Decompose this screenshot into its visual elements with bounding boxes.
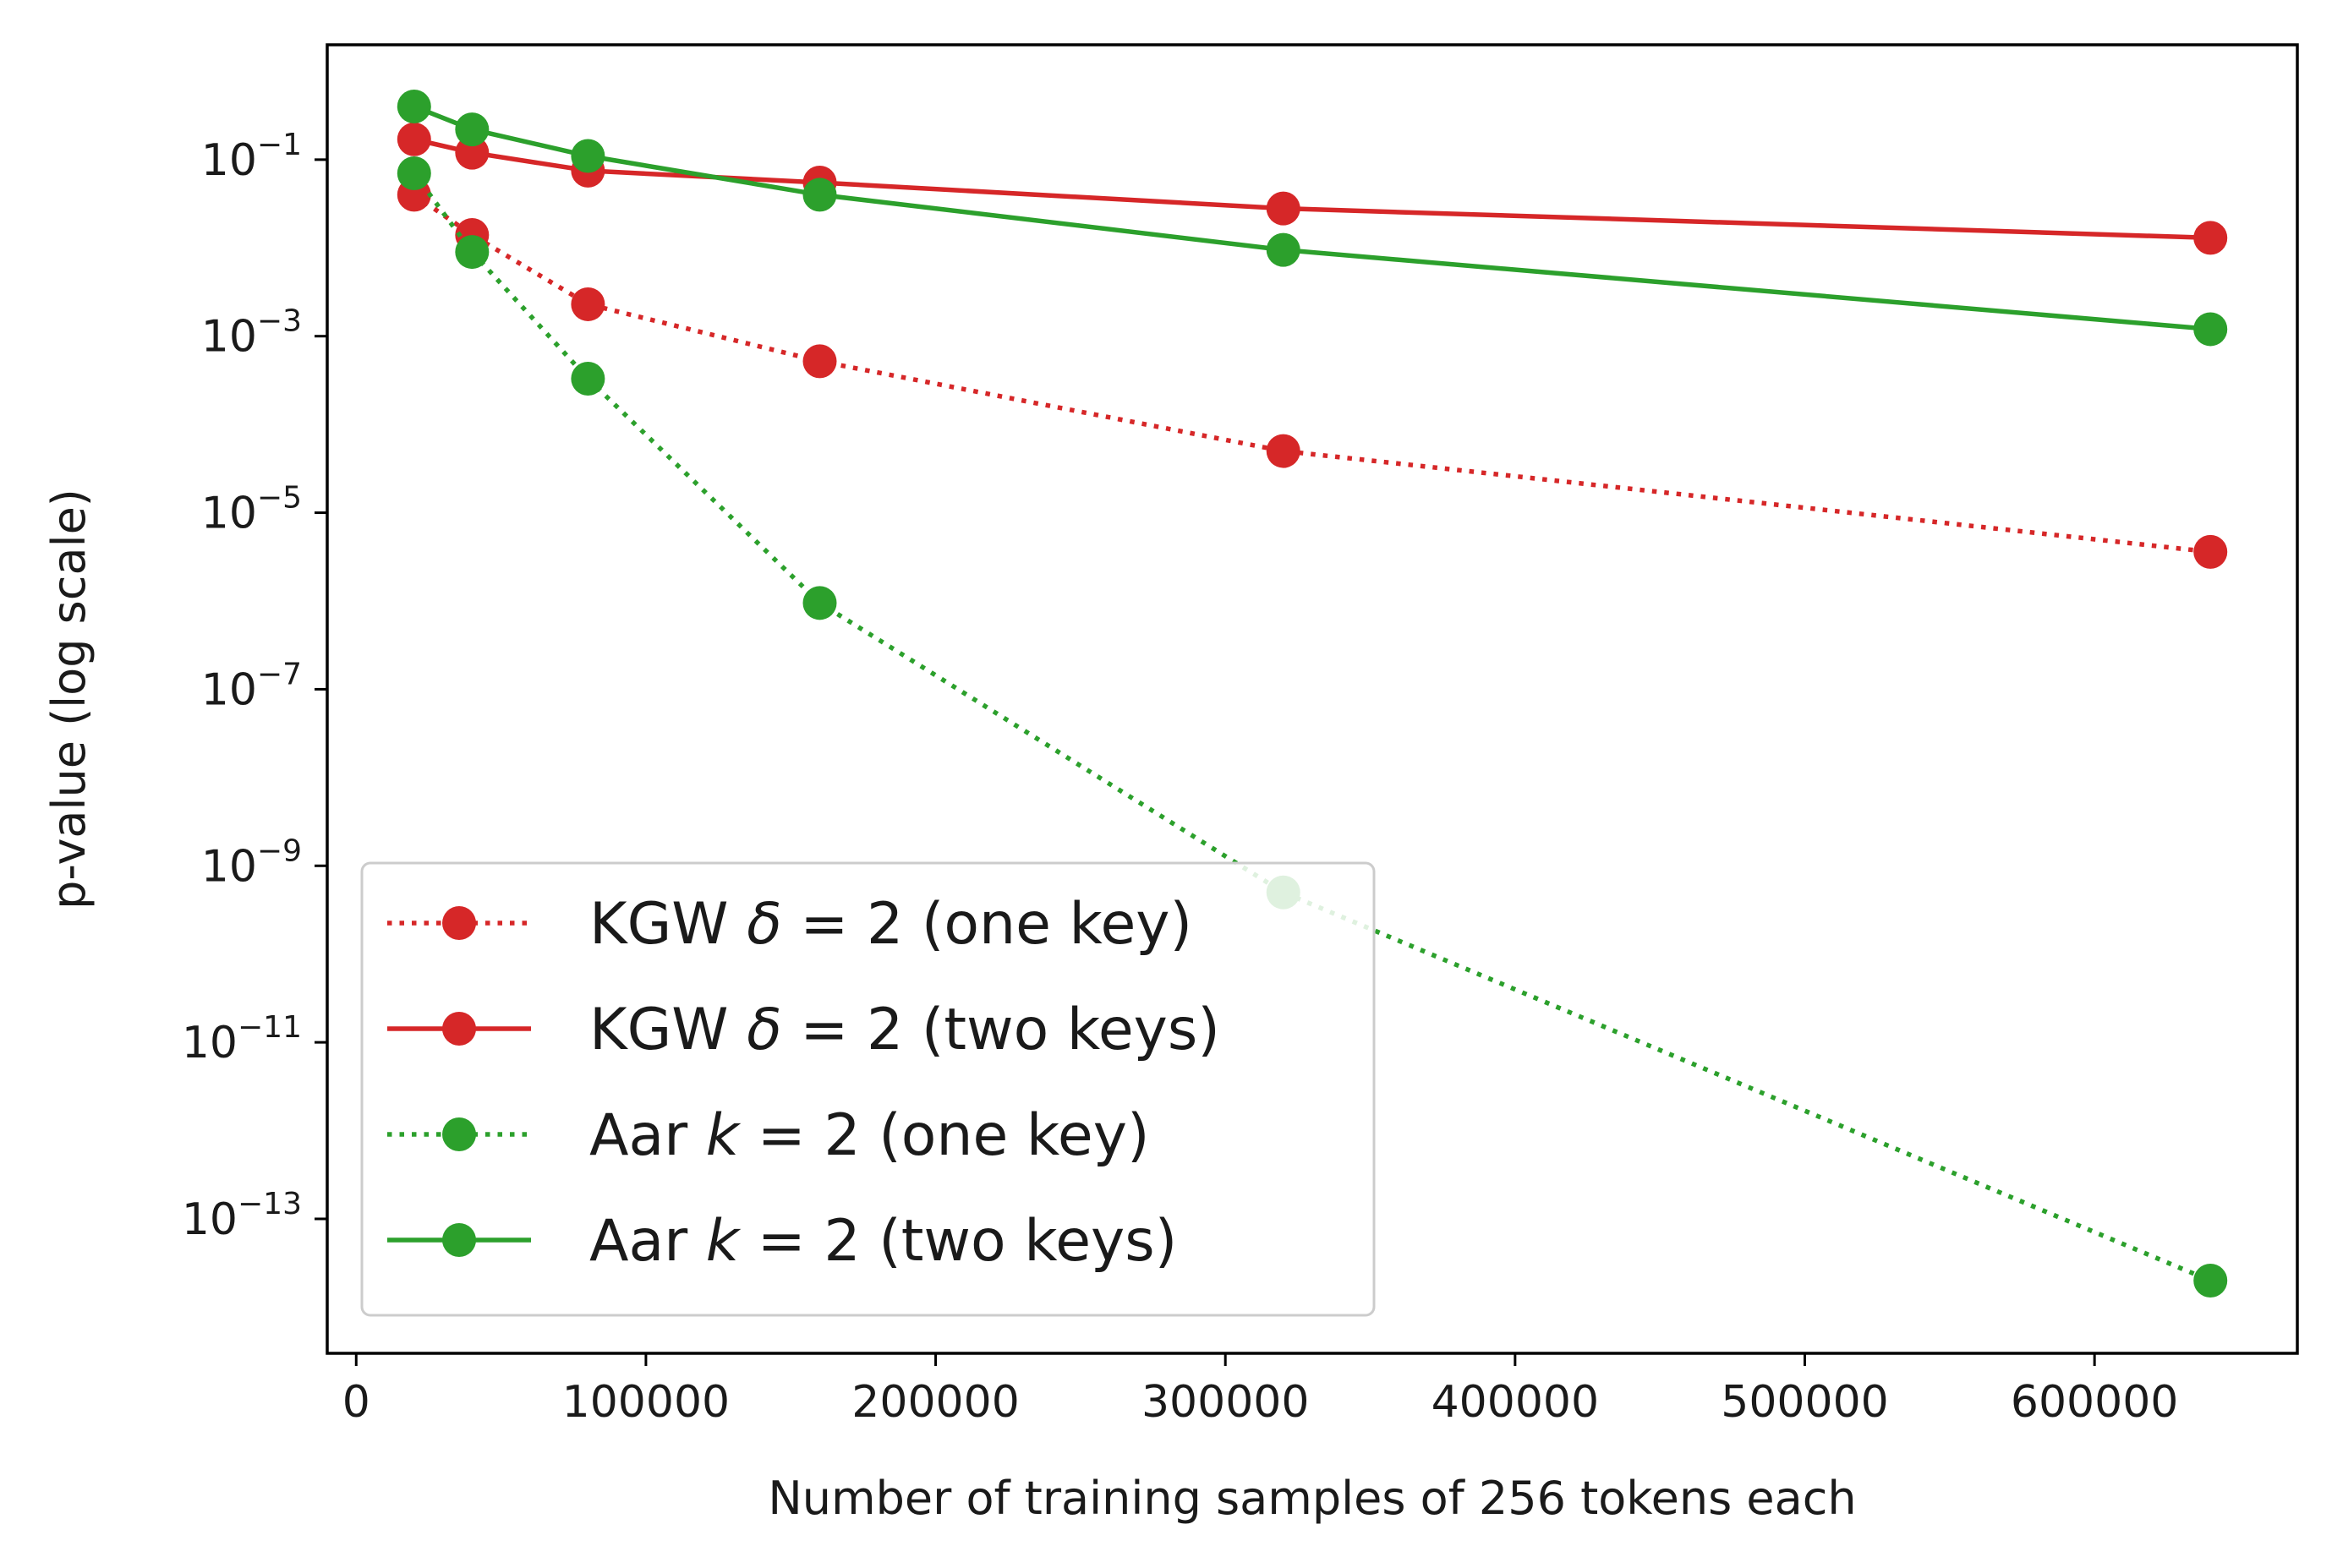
- data-point: [2193, 534, 2228, 569]
- y-tick-label: 10−7: [201, 657, 302, 715]
- x-tick-label: 500000: [1721, 1377, 1889, 1428]
- legend-marker: [442, 1223, 476, 1257]
- data-point: [397, 122, 431, 156]
- legend-box: [360, 861, 1376, 1317]
- data-point: [455, 112, 490, 147]
- data-point: [2193, 1263, 2228, 1298]
- data-point: [2193, 221, 2228, 255]
- x-axis-label: Number of training samples of 256 tokens…: [768, 1472, 1856, 1525]
- legend-marker: [442, 1117, 476, 1151]
- legend-entry: Aar k = 2 (one key): [387, 1102, 1150, 1169]
- x-tick-label: 0: [342, 1377, 370, 1428]
- y-tick-label: 10−3: [201, 304, 302, 363]
- y-tick-label: 10−13: [182, 1187, 302, 1245]
- x-tick-label: 200000: [851, 1377, 1020, 1428]
- data-point: [1266, 434, 1300, 468]
- legend-entry: KGW δ = 2 (two keys): [387, 997, 1220, 1063]
- data-point: [1266, 232, 1300, 267]
- data-point: [397, 156, 431, 191]
- series-1: [397, 178, 2228, 569]
- x-tick-label: 300000: [1141, 1377, 1310, 1428]
- series-line: [412, 172, 2212, 1283]
- x-axis: 0 100000 200000 300000 400000 500000 600000: [342, 1353, 2179, 1428]
- legend-label: Aar k = 2 (one key): [589, 1102, 1150, 1169]
- data-point: [802, 178, 837, 212]
- series-4: [397, 89, 2228, 347]
- data-point: [1266, 191, 1300, 226]
- legend-marker: [442, 1012, 476, 1046]
- legend-label: KGW δ = 2 (two keys): [589, 997, 1220, 1063]
- y-axis-label: p-value (log scale): [42, 489, 96, 910]
- y-tick-label: 10−9: [201, 833, 302, 892]
- data-point: [802, 586, 837, 620]
- x-tick-label: 600000: [2011, 1377, 2179, 1428]
- x-tick-label: 400000: [1431, 1377, 1600, 1428]
- legend-entry: Aar k = 2 (two keys): [387, 1208, 1177, 1275]
- x-tick-label: 100000: [562, 1377, 731, 1428]
- plot-frame: [326, 43, 2299, 1355]
- data-point: [455, 135, 490, 170]
- data-point: [802, 344, 837, 379]
- data-point: [571, 287, 605, 321]
- legend-label: KGW δ = 2 (one key): [589, 891, 1192, 958]
- legend-label: Aar k = 2 (two keys): [589, 1208, 1177, 1275]
- legend-marker: [442, 906, 476, 940]
- data-point: [2193, 312, 2228, 347]
- series-layer: [397, 89, 2228, 1298]
- data-point: [571, 361, 605, 396]
- data-point: [455, 235, 490, 270]
- legend-entry: KGW δ = 2 (one key): [387, 891, 1192, 958]
- data-point: [397, 89, 431, 123]
- y-tick-label: 10−1: [201, 128, 302, 186]
- y-axis: 10−1 10−3 10−5 10−7 10−9 10−11 10−13: [182, 128, 327, 1245]
- data-point: [571, 139, 605, 173]
- legend: KGW δ = 2 (one key) KGW δ = 2 (two keys) A…: [360, 861, 1376, 1317]
- y-tick-label: 10−5: [201, 481, 302, 539]
- y-tick-label: 10−11: [182, 1010, 302, 1068]
